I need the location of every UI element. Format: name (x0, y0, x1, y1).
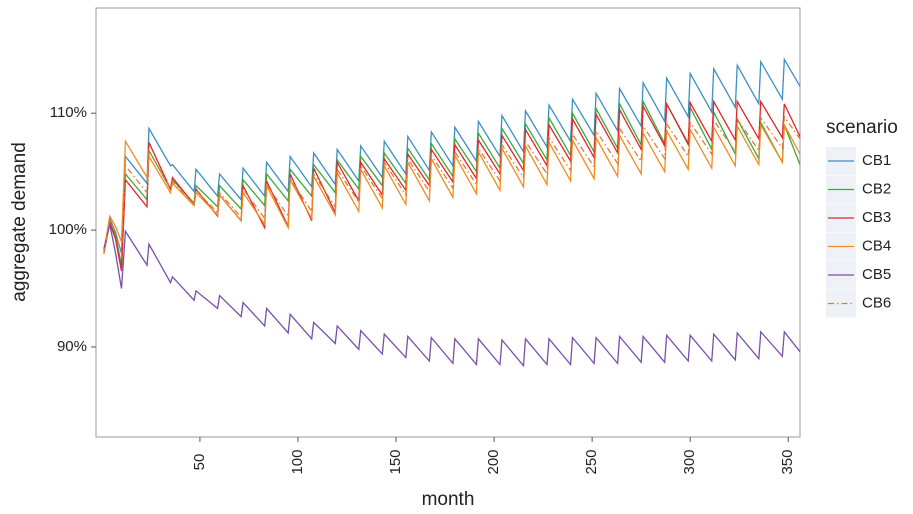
series-line (103, 114, 801, 254)
series-line (103, 57, 801, 254)
series-line (103, 224, 801, 368)
legend-title: scenario (826, 117, 898, 138)
legend-label: CB1 (862, 152, 891, 169)
legend-label: CB3 (862, 209, 891, 226)
series-line (103, 99, 801, 266)
x-tick-label: 200 (485, 449, 502, 474)
y-tick-label: 100% (49, 221, 87, 238)
legend-label: CB6 (862, 294, 891, 311)
y-tick-label: 90% (57, 338, 87, 355)
legend-label: CB4 (862, 237, 891, 254)
x-tick-label: 100 (289, 449, 306, 474)
series-line (103, 99, 801, 272)
plot-frame (95, 7, 801, 438)
legend-label: CB2 (862, 180, 891, 197)
y-axis-title: aggregate demand (9, 142, 30, 302)
x-tick-label: 300 (681, 449, 698, 474)
x-tick-label: 350 (779, 449, 796, 474)
x-tick-label: 150 (387, 449, 404, 474)
legend-label: CB5 (862, 266, 891, 283)
y-tick-label: 110% (50, 104, 87, 121)
x-tick-label: 50 (191, 454, 208, 471)
x-tick-label: 250 (583, 449, 600, 474)
x-axis-title: month (422, 489, 475, 510)
series-line (103, 122, 801, 254)
